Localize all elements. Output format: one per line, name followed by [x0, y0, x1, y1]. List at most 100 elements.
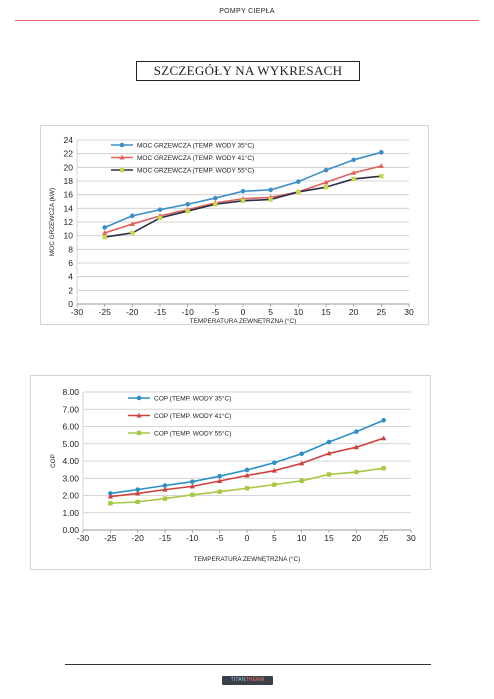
power-x-tick-label: 10 — [294, 307, 304, 317]
power-x-tick-label: 15 — [321, 307, 331, 317]
cop-data-point — [162, 483, 168, 488]
section-title: SZCZEGÓŁY NA WYKRESACH — [136, 61, 360, 81]
power-legend-marker — [119, 142, 125, 148]
cop-chart: 0.00 1.00 2.00 3.00 4.00 5.00 6.00 7.00 8.00 -30 -… — [30, 375, 431, 570]
power-data-point — [157, 215, 163, 221]
power-x-tick-label: 0 — [241, 307, 246, 317]
cop-data-point — [381, 417, 386, 423]
power-y-tick-label: 12 — [64, 217, 74, 227]
cop-y-tick-label: 4.00 — [62, 456, 79, 466]
power-data-point — [102, 225, 107, 230]
power-data-point — [296, 189, 301, 195]
power-legend-label: MOC GRZEWCZA (TEMP. WODY 35°C) — [137, 141, 254, 149]
cop-data-point — [272, 482, 277, 487]
power-data-point — [351, 176, 356, 182]
power-y-tick-label: 0 — [68, 299, 73, 309]
power-series-3 — [102, 174, 384, 240]
heating-power-chart: 0 2 4 6 8 10 12 14 16 18 20 22 24 -30 -25 -20 -15 -10 -5 0 5… — [40, 125, 429, 325]
cop-data-point — [107, 493, 113, 499]
cop-legend-item: COP (TEMP. WODY 41°C) — [128, 412, 231, 420]
cop-y-tick-label: 0.00 — [62, 525, 79, 535]
power-data-point — [240, 188, 246, 194]
cop-data-point — [381, 435, 387, 441]
power-data-point — [240, 198, 246, 204]
power-data-point — [379, 150, 384, 155]
power-data-point — [157, 207, 163, 212]
cop-data-point — [217, 489, 222, 494]
cop-legend-marker — [136, 395, 142, 401]
cop-data-point — [108, 491, 113, 496]
cop-series-2 — [107, 435, 387, 499]
cop-data-point — [190, 492, 195, 498]
power-y-tick-label: 2 — [68, 285, 73, 295]
cop-x-tick-label: 20 — [352, 533, 362, 543]
cop-chart-svg: 0.00 1.00 2.00 3.00 4.00 5.00 6.00 7.00 8.00 -30 -… — [50, 387, 416, 563]
cop-x-axis-title: TEMPERATURA ZEWNĘTRZNA (°C) — [194, 555, 300, 563]
cop-x-tick-label: -5 — [216, 533, 224, 543]
power-y-tick-label: 6 — [68, 258, 73, 268]
power-x-tick-label: -15 — [154, 307, 167, 317]
power-series-1 — [102, 150, 384, 230]
cop-y-tick-label: 2.00 — [62, 491, 79, 501]
cop-x-tick-label: 0 — [245, 533, 250, 543]
cop-data-point — [271, 467, 277, 473]
power-x-tick-label: 20 — [349, 307, 359, 317]
cop-data-point — [190, 479, 195, 484]
power-legend-item: MOC GRZEWCZA (TEMP. WODY 55°C) — [111, 166, 254, 174]
cop-series-line — [110, 419, 384, 495]
cop-y-tick-label: 6.00 — [62, 422, 79, 432]
cop-data-point — [244, 472, 250, 478]
power-data-point — [351, 170, 357, 175]
power-legend-item: MOC GRZEWCZA (TEMP. WODY 35°C) — [111, 141, 254, 149]
cop-data-point — [135, 487, 140, 492]
cop-data-point — [354, 469, 359, 475]
cop-y-tick-label: 3.00 — [62, 473, 79, 483]
power-y-tick-label: 8 — [68, 244, 73, 254]
power-data-point — [129, 221, 135, 227]
power-data-point — [213, 195, 218, 201]
cop-x-tick-label: 15 — [324, 533, 334, 543]
power-data-point — [185, 201, 190, 207]
cop-data-point — [162, 496, 168, 501]
power-x-tick-label: -10 — [182, 307, 195, 317]
power-y-tick-label: 22 — [64, 149, 74, 159]
cop-x-tick-label: -15 — [159, 533, 172, 543]
cop-y-tick-label: 7.00 — [62, 404, 79, 414]
cop-data-point — [354, 429, 359, 434]
header-divider — [15, 20, 479, 21]
power-x-axis-title: TEMPERATURA ZEWNĘTRZNA (°C) — [190, 317, 296, 324]
cop-legend-marker — [136, 430, 142, 436]
power-data-point — [185, 208, 190, 214]
cop-data-point — [299, 478, 304, 484]
power-y-tick-label: 4 — [68, 272, 73, 282]
cop-legend-label: COP (TEMP. WODY 41°C) — [154, 412, 231, 420]
cop-data-point — [244, 486, 250, 491]
cop-legend-label: COP (TEMP. WODY 55°C) — [154, 429, 231, 437]
cop-legend-marker — [136, 412, 142, 418]
cop-legend-item: COP (TEMP. WODY 55°C) — [128, 429, 231, 437]
cop-legend-item: COP (TEMP. WODY 35°C) — [128, 394, 231, 402]
power-legend-label: MOC GRZEWCZA (TEMP. WODY 55°C) — [137, 166, 254, 174]
power-data-point — [323, 179, 329, 185]
power-legend-marker — [119, 167, 125, 173]
power-y-axis-title: MOC GRZEWCZA (kW) — [49, 188, 56, 256]
cop-data-point — [217, 478, 223, 484]
power-data-point — [102, 230, 108, 235]
cop-data-point — [108, 501, 113, 506]
footer-divider — [65, 664, 431, 665]
power-y-tick-label: 24 — [64, 135, 74, 145]
power-y-tick-label: 20 — [64, 162, 74, 172]
cop-y-tick-label: 5.00 — [62, 439, 79, 449]
brand-logo-left: TITAN — [230, 677, 246, 683]
cop-data-point — [189, 483, 195, 489]
power-x-tick-label: 5 — [268, 307, 273, 317]
cop-series-3 — [108, 466, 386, 506]
power-data-point — [296, 179, 301, 184]
power-x-tick-label: 25 — [377, 307, 387, 317]
cop-x-tick-label: -10 — [186, 533, 199, 543]
cop-y-tick-label: 1.00 — [62, 508, 79, 518]
power-x-tick-label: -20 — [126, 307, 139, 317]
power-legend-label: MOC GRZEWCZA (TEMP. WODY 41°C) — [137, 154, 254, 162]
cop-x-tick-label: -30 — [77, 533, 90, 543]
power-y-tick-label: 14 — [64, 203, 74, 213]
